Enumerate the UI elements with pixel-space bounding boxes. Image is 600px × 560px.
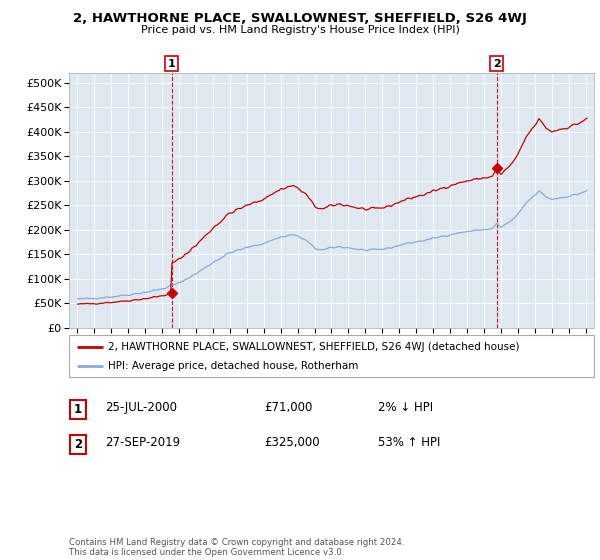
Text: 53% ↑ HPI: 53% ↑ HPI (378, 436, 440, 449)
Text: £71,000: £71,000 (264, 401, 313, 414)
Text: 2% ↓ HPI: 2% ↓ HPI (378, 401, 433, 414)
Text: 2, HAWTHORNE PLACE, SWALLOWNEST, SHEFFIELD, S26 4WJ (detached house): 2, HAWTHORNE PLACE, SWALLOWNEST, SHEFFIE… (109, 342, 520, 352)
Text: Contains HM Land Registry data © Crown copyright and database right 2024.
This d: Contains HM Land Registry data © Crown c… (69, 538, 404, 557)
Text: 2: 2 (74, 437, 82, 451)
Text: 1: 1 (74, 403, 82, 416)
Text: 2, HAWTHORNE PLACE, SWALLOWNEST, SHEFFIELD, S26 4WJ: 2, HAWTHORNE PLACE, SWALLOWNEST, SHEFFIE… (73, 12, 527, 25)
Text: 25-JUL-2000: 25-JUL-2000 (105, 401, 177, 414)
Text: 1: 1 (167, 59, 175, 69)
Text: £325,000: £325,000 (264, 436, 320, 449)
Text: Price paid vs. HM Land Registry's House Price Index (HPI): Price paid vs. HM Land Registry's House … (140, 25, 460, 35)
Text: 27-SEP-2019: 27-SEP-2019 (105, 436, 180, 449)
Text: HPI: Average price, detached house, Rotherham: HPI: Average price, detached house, Roth… (109, 361, 359, 371)
Text: 2: 2 (493, 59, 500, 69)
